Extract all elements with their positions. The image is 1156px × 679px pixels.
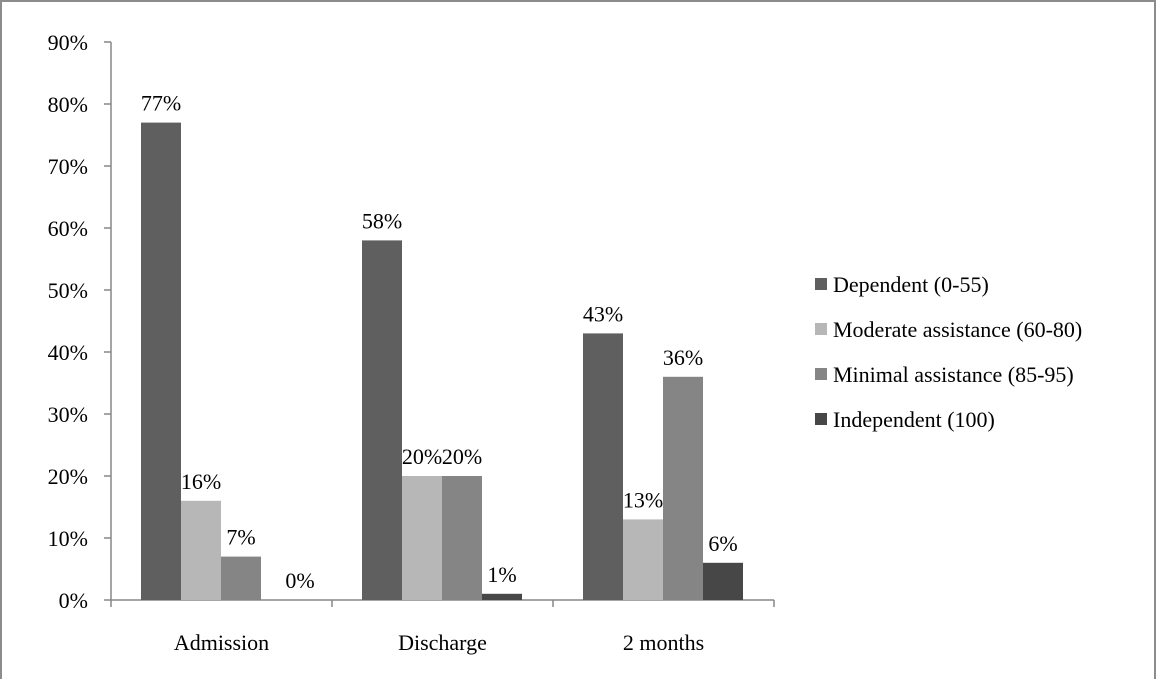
y-tick-label: 50% bbox=[48, 278, 88, 303]
legend-swatch bbox=[815, 323, 827, 335]
y-tick-label: 60% bbox=[48, 216, 88, 241]
data-label: 0% bbox=[285, 568, 314, 593]
bar bbox=[623, 519, 663, 600]
legend-swatch bbox=[815, 413, 827, 425]
bar bbox=[442, 476, 482, 600]
data-label: 13% bbox=[623, 487, 663, 512]
bars-group bbox=[141, 122, 743, 600]
bar bbox=[221, 556, 261, 600]
bar bbox=[181, 500, 221, 600]
bar bbox=[482, 593, 522, 600]
category-label: Discharge bbox=[398, 630, 487, 655]
bar bbox=[663, 376, 703, 600]
y-tick-label: 0% bbox=[59, 588, 88, 613]
bar bbox=[583, 333, 623, 600]
y-tick-label: 90% bbox=[48, 30, 88, 55]
bar bbox=[362, 240, 402, 600]
data-label: 6% bbox=[708, 531, 737, 556]
y-tick-label: 40% bbox=[48, 340, 88, 365]
legend-swatch bbox=[815, 368, 827, 380]
category-labels-group: Admission Discharge 2 months bbox=[174, 630, 704, 655]
data-label: 20% bbox=[442, 444, 482, 469]
data-label: 77% bbox=[141, 91, 181, 116]
data-label: 16% bbox=[181, 469, 221, 494]
data-labels-group: 77% 16% 7% 0% 58% 20% 20% 1% 43% 13% 36% 6% bbox=[141, 91, 738, 593]
y-axis-ticks: 0% 10% 20% 30% 40% 50% 60% 70% 80% 90% bbox=[48, 30, 111, 613]
legend-label: Independent (100) bbox=[833, 407, 995, 432]
data-label: 1% bbox=[487, 562, 516, 587]
y-tick-label: 80% bbox=[48, 92, 88, 117]
legend: Dependent (0-55) Moderate assistance (60-… bbox=[815, 272, 1082, 432]
data-label: 36% bbox=[663, 345, 703, 370]
x-axis-ticks bbox=[110, 600, 775, 607]
bar bbox=[141, 122, 181, 600]
category-label: Admission bbox=[174, 630, 269, 655]
y-tick-label: 70% bbox=[48, 154, 88, 179]
legend-label: Moderate assistance (60-80) bbox=[833, 317, 1082, 342]
y-tick-label: 20% bbox=[48, 464, 88, 489]
bar bbox=[402, 476, 442, 600]
y-tick-label: 30% bbox=[48, 402, 88, 427]
data-label: 20% bbox=[402, 444, 442, 469]
bar bbox=[703, 562, 743, 600]
category-label: 2 months bbox=[623, 630, 704, 655]
data-label: 58% bbox=[362, 208, 402, 233]
data-label: 43% bbox=[583, 301, 623, 326]
legend-swatch bbox=[815, 278, 827, 290]
data-label: 7% bbox=[226, 525, 255, 550]
legend-label: Minimal assistance (85-95) bbox=[833, 362, 1074, 387]
y-tick-label: 10% bbox=[48, 526, 88, 551]
legend-label: Dependent (0-55) bbox=[833, 272, 989, 297]
